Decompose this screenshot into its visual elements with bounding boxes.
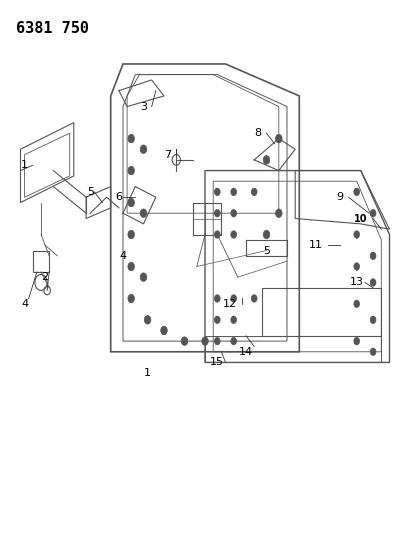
Circle shape — [140, 145, 146, 154]
Text: 12: 12 — [222, 299, 236, 309]
Bar — [33, 251, 49, 272]
Circle shape — [214, 231, 220, 238]
Circle shape — [369, 209, 375, 217]
Circle shape — [369, 348, 375, 356]
Circle shape — [128, 198, 134, 207]
Text: 4: 4 — [119, 251, 126, 261]
Circle shape — [214, 337, 220, 345]
Text: 6381 750: 6381 750 — [16, 21, 89, 36]
Circle shape — [140, 209, 146, 217]
Text: 9: 9 — [336, 192, 343, 202]
Circle shape — [214, 295, 220, 302]
Circle shape — [353, 231, 359, 238]
Circle shape — [214, 209, 220, 217]
Circle shape — [160, 326, 167, 335]
Text: 15: 15 — [210, 358, 224, 367]
Circle shape — [275, 134, 281, 143]
Text: 13: 13 — [349, 278, 363, 287]
Circle shape — [230, 188, 236, 196]
Circle shape — [128, 294, 134, 303]
Circle shape — [251, 188, 256, 196]
Circle shape — [353, 263, 359, 270]
Circle shape — [353, 188, 359, 196]
Circle shape — [230, 231, 236, 238]
Text: 5: 5 — [262, 246, 270, 255]
Circle shape — [275, 209, 281, 217]
Circle shape — [251, 295, 256, 302]
Circle shape — [230, 337, 236, 345]
Text: 3: 3 — [139, 102, 147, 111]
Circle shape — [353, 337, 359, 345]
Text: 4: 4 — [21, 299, 28, 309]
Circle shape — [263, 156, 269, 164]
Circle shape — [369, 252, 375, 260]
Circle shape — [181, 337, 187, 345]
Circle shape — [144, 316, 151, 324]
Text: 10: 10 — [353, 214, 366, 223]
Circle shape — [214, 316, 220, 324]
Circle shape — [128, 134, 134, 143]
Circle shape — [353, 300, 359, 308]
Text: 5: 5 — [86, 187, 94, 197]
Text: 8: 8 — [254, 128, 261, 138]
Circle shape — [369, 316, 375, 324]
Circle shape — [230, 295, 236, 302]
Circle shape — [128, 166, 134, 175]
Text: 2: 2 — [41, 272, 49, 282]
Text: 1: 1 — [144, 368, 151, 378]
Text: 6: 6 — [115, 192, 122, 202]
Circle shape — [128, 230, 134, 239]
Circle shape — [214, 188, 220, 196]
Circle shape — [230, 316, 236, 324]
Circle shape — [263, 230, 269, 239]
Circle shape — [201, 337, 208, 345]
Circle shape — [230, 209, 236, 217]
Circle shape — [140, 273, 146, 281]
Circle shape — [369, 279, 375, 286]
Text: 11: 11 — [308, 240, 322, 250]
Text: 14: 14 — [238, 347, 252, 357]
Circle shape — [128, 262, 134, 271]
Text: 1: 1 — [21, 160, 28, 170]
Text: 7: 7 — [164, 150, 171, 159]
